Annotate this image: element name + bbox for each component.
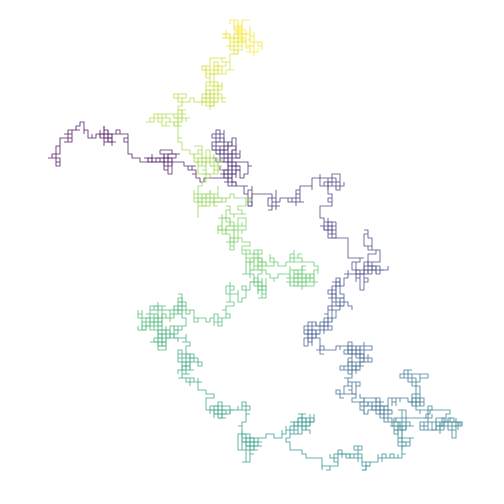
- walk-segment: [303, 309, 340, 350]
- walk-segment: [242, 249, 267, 271]
- walk-segment: [209, 81, 226, 107]
- walk-segment: [419, 410, 445, 431]
- walk-segment: [153, 305, 211, 327]
- walk-segment: [257, 250, 303, 267]
- walk-segment: [237, 430, 258, 463]
- walk-segment: [319, 174, 336, 234]
- walk-segment: [289, 261, 319, 287]
- walk-segment: [234, 20, 259, 56]
- walk-segment: [285, 414, 315, 431]
- walk-segment: [150, 325, 178, 351]
- walk-segment: [211, 129, 241, 159]
- walk-segment: [146, 110, 183, 127]
- walk-segment: [173, 117, 211, 163]
- walk-segment: [399, 369, 420, 407]
- walk-segment: [362, 434, 407, 471]
- walk-segment: [48, 129, 76, 167]
- walk-segment: [217, 205, 246, 235]
- walk-segment: [390, 417, 414, 435]
- walk-segment: [323, 218, 337, 239]
- walk-segment: [193, 145, 222, 178]
- walk-segment: [376, 397, 425, 410]
- walk-segment: [99, 126, 116, 146]
- walk-segment: [173, 89, 215, 111]
- walk-segment: [308, 173, 345, 191]
- walk-segment: [197, 186, 219, 218]
- walk-segment: [279, 185, 308, 206]
- walk-segment: [328, 277, 353, 310]
- walk-segment: [210, 294, 235, 327]
- walk-segment: [201, 65, 223, 91]
- walk-segment: [398, 409, 463, 430]
- walk-path-group: [48, 19, 463, 471]
- walk-segment: [347, 346, 373, 366]
- walk-segment: [157, 326, 178, 347]
- walk-segment: [202, 57, 230, 78]
- walk-segment: [217, 217, 251, 254]
- walk-segment: [338, 445, 371, 471]
- walk-segment: [229, 19, 243, 33]
- walk-segment: [327, 289, 345, 310]
- walk-segment: [355, 265, 381, 278]
- walk-segment: [250, 269, 291, 294]
- walk-segment: [331, 230, 389, 275]
- walk-segment: [248, 190, 280, 211]
- walk-segment: [249, 249, 263, 271]
- walk-segment: [411, 373, 433, 414]
- walk-segment: [219, 149, 253, 207]
- walk-segment: [177, 362, 206, 391]
- walk-segment: [351, 393, 384, 415]
- walk-segment: [359, 397, 393, 422]
- walk-segment: [75, 121, 113, 143]
- walk-segment: [218, 401, 258, 447]
- walk-segment: [285, 437, 351, 471]
- walk-segment: [177, 349, 195, 371]
- walk-segment: [147, 150, 177, 175]
- walk-segment: [339, 357, 361, 375]
- walk-segment: [205, 390, 234, 418]
- walk-segment: [112, 129, 172, 163]
- walk-segment: [335, 366, 361, 399]
